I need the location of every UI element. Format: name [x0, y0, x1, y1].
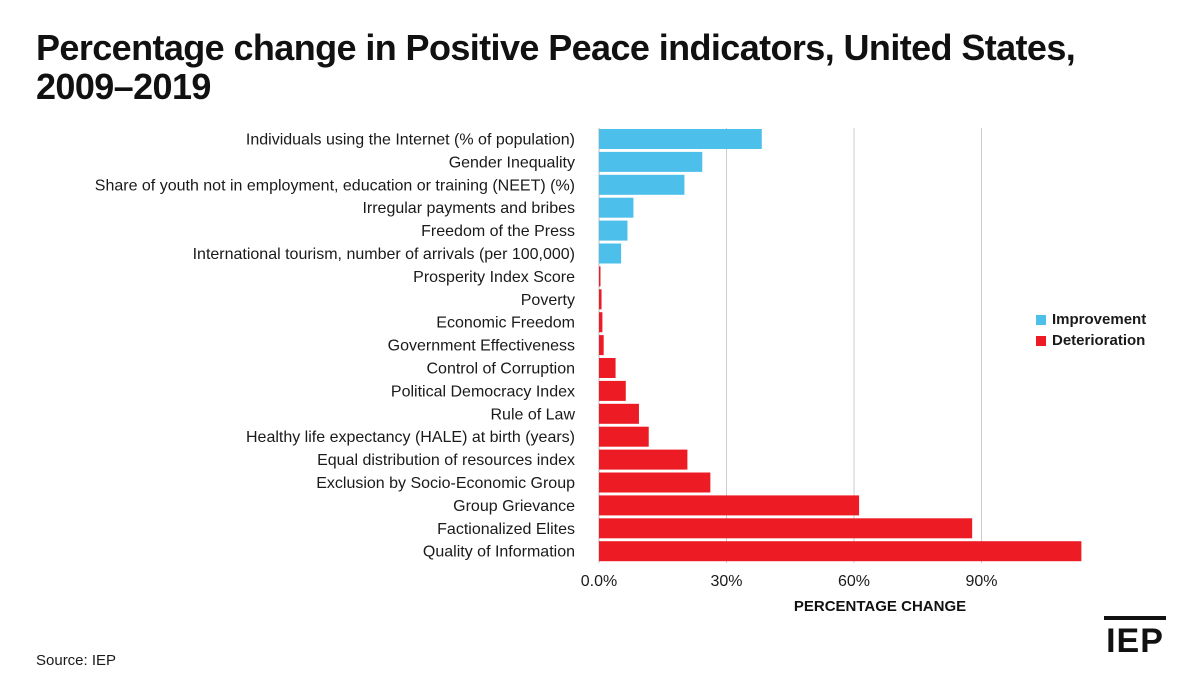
legend-item-improvement: Improvement	[1036, 309, 1146, 330]
iep-logo: IEP	[1104, 616, 1166, 662]
category-label: Healthy life expectancy (HALE) at birth …	[246, 429, 575, 446]
legend-label-improvement: Improvement	[1052, 311, 1147, 328]
bar	[599, 541, 1082, 562]
x-tick-label: 0.0%	[581, 573, 617, 590]
category-label: Quality of Information	[423, 544, 575, 561]
x-tick-label: 90%	[965, 573, 997, 590]
category-label: Control of Corruption	[426, 361, 575, 378]
bar	[599, 380, 626, 401]
category-label: Factionalized Elites	[437, 521, 575, 538]
chart-title: Percentage change in Positive Peace indi…	[36, 27, 1076, 107]
legend: Improvement Deterioration	[1036, 309, 1146, 351]
category-label: Rule of Law	[491, 406, 576, 423]
x-tick-labels: 0.0% 30% 60% 90%	[581, 573, 998, 590]
legend-swatch-improvement	[1036, 314, 1046, 325]
bar	[599, 129, 762, 149]
bar	[599, 518, 973, 539]
bar	[599, 289, 602, 310]
category-label: Government Effectiveness	[388, 338, 575, 355]
bar	[599, 266, 601, 287]
iep-logo-text: IEP	[1106, 622, 1164, 660]
category-label: International tourism, number of arrival…	[193, 246, 575, 263]
category-label: Equal distribution of resources index	[317, 452, 575, 469]
bar	[599, 403, 639, 424]
bar	[599, 449, 688, 470]
bar	[599, 358, 616, 378]
legend-swatch-deterioration	[1036, 335, 1046, 346]
bar	[599, 495, 860, 516]
bar	[599, 472, 711, 493]
category-label: Individuals using the Internet (% of pop…	[246, 132, 575, 149]
category-label: Political Democracy Index	[391, 383, 575, 400]
bars	[599, 129, 1082, 562]
category-label: Gender Inequality	[449, 154, 575, 171]
category-label: Freedom of the Press	[421, 223, 575, 240]
category-label: Prosperity Index Score	[413, 269, 575, 286]
x-tick-label: 30%	[710, 573, 742, 590]
bar	[599, 426, 649, 447]
bar	[599, 243, 622, 264]
source-note: Source: IEP	[36, 652, 117, 669]
bar	[599, 220, 628, 241]
legend-label-deterioration: Deterioration	[1052, 332, 1146, 349]
category-label: Exclusion by Socio-Economic Group	[316, 475, 575, 492]
legend-item-deterioration: Deterioration	[1036, 330, 1146, 351]
bar	[599, 197, 634, 218]
bar	[599, 151, 703, 172]
category-labels: Individuals using the Internet (% of pop…	[95, 132, 576, 561]
category-label: Economic Freedom	[436, 315, 575, 332]
bar	[599, 335, 604, 356]
bar	[599, 174, 685, 195]
category-label: Share of youth not in employment, educat…	[95, 177, 575, 194]
category-label: Group Grievance	[453, 498, 575, 515]
x-axis-label: PERCENTAGE CHANGE	[794, 598, 966, 615]
x-tick-label: 60%	[838, 573, 870, 590]
bar	[599, 312, 603, 333]
category-label: Irregular payments and bribes	[362, 200, 575, 217]
category-label: Poverty	[521, 292, 575, 309]
